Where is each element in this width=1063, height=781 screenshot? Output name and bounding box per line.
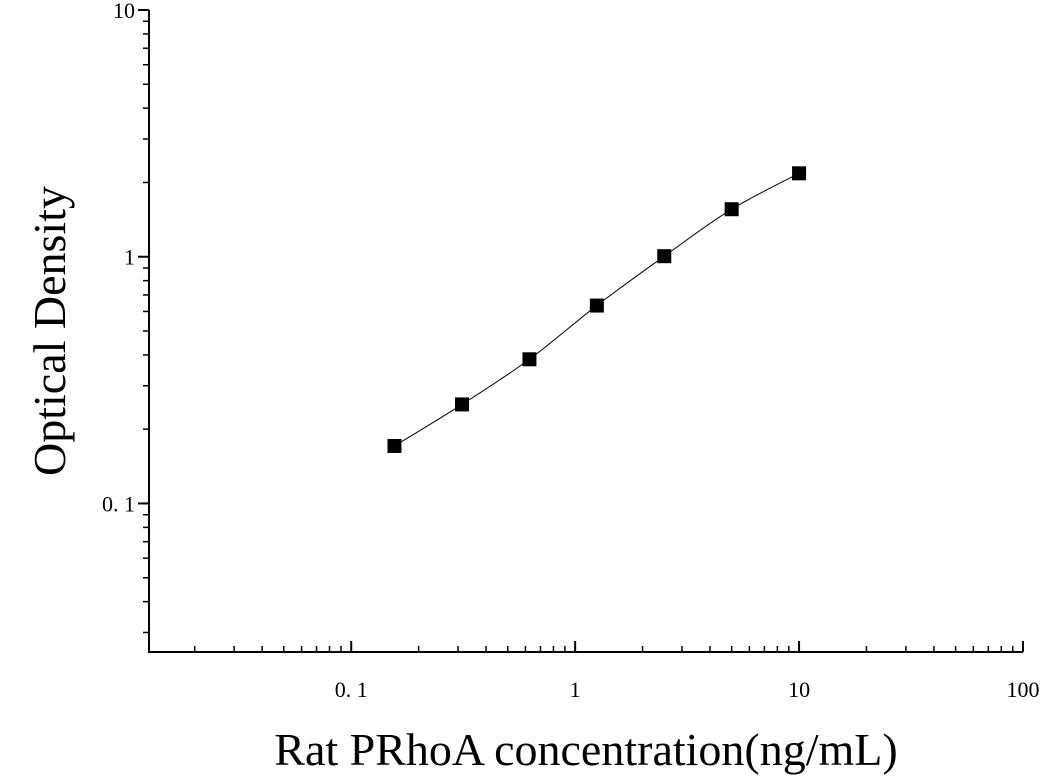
x-tick-label: 100 (1007, 677, 1040, 702)
y-tick-label: 1 (124, 245, 135, 270)
x-tick-label: 10 (788, 677, 810, 702)
tick-labels: 0. 1 1 10 100 0. 1 1 10 (102, 0, 1040, 702)
data-points (387, 166, 807, 453)
axes (148, 10, 1023, 653)
data-point (589, 298, 604, 313)
data-point (792, 166, 807, 181)
y-tick-label: 0. 1 (102, 491, 135, 516)
y-tick-label: 10 (113, 0, 135, 23)
tick-marks (138, 9, 1024, 652)
x-tick-label: 1 (570, 677, 581, 702)
x-axis-title: Rat PRhoA concentration(ng/mL) (274, 724, 897, 775)
data-point (724, 202, 739, 217)
x-tick-label: 0. 1 (335, 677, 368, 702)
y-axis-title: Optical Density (24, 186, 75, 476)
data-point (387, 438, 402, 453)
data-point (522, 352, 537, 367)
data-point (657, 249, 672, 264)
data-point (455, 397, 470, 412)
